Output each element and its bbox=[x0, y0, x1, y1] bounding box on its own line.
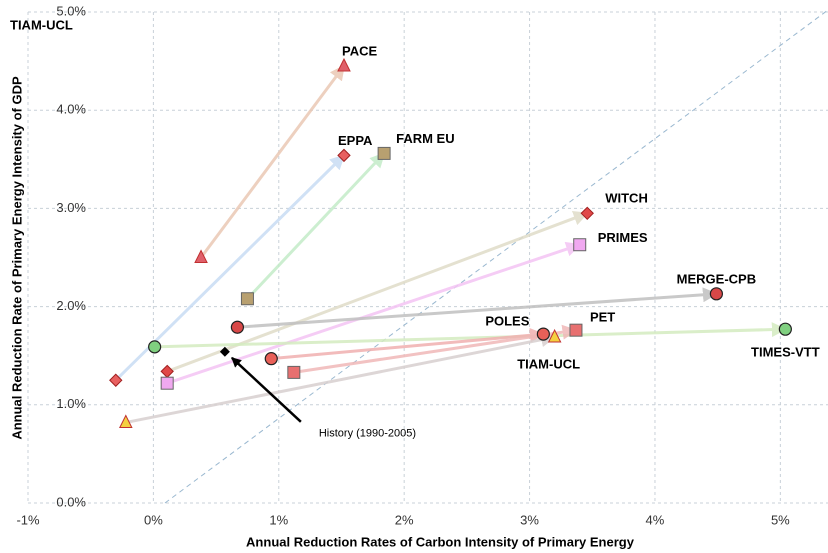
model-label: PRIMES bbox=[598, 230, 648, 245]
model-label: TIMES-VTT bbox=[751, 345, 820, 360]
model-label: POLES bbox=[485, 314, 529, 329]
marker bbox=[377, 146, 391, 160]
marker bbox=[536, 327, 550, 341]
marker bbox=[287, 365, 301, 379]
marker bbox=[337, 148, 351, 163]
annotation: History (1990-2005) bbox=[319, 428, 416, 440]
trajectory-arrow bbox=[293, 324, 578, 374]
x-axis-title: Annual Reduction Rates of Carbon Intensi… bbox=[246, 534, 635, 549]
marker bbox=[547, 328, 562, 343]
x-tick-label: -1% bbox=[16, 512, 40, 527]
trajectory-arrow bbox=[246, 152, 386, 300]
marker bbox=[160, 376, 174, 390]
trajectory-arrow bbox=[271, 327, 545, 361]
corner-label: TIAM-UCL bbox=[10, 17, 73, 32]
x-tick-label: 2% bbox=[395, 512, 414, 527]
y-tick-label: 4.0% bbox=[56, 102, 86, 117]
diagonal-reference bbox=[164, 9, 828, 504]
y-tick-label: 1.0% bbox=[56, 396, 86, 411]
marker bbox=[778, 322, 792, 336]
trajectory-arrow bbox=[154, 322, 787, 349]
x-tick-label: 5% bbox=[771, 512, 790, 527]
y-tick-label: 5.0% bbox=[56, 3, 86, 18]
y-tick-label: 2.0% bbox=[56, 298, 86, 313]
model-label: PET bbox=[590, 310, 615, 325]
trajectory-arrow bbox=[237, 287, 718, 329]
marker bbox=[580, 206, 594, 221]
annotation-arrow bbox=[231, 356, 302, 423]
model-label: WITCH bbox=[605, 191, 648, 206]
model-label: MERGE-CPB bbox=[677, 271, 756, 286]
marker bbox=[194, 249, 208, 263]
model-label: FARM EU bbox=[396, 131, 455, 146]
marker bbox=[709, 287, 724, 301]
x-tick-label: 0% bbox=[144, 512, 163, 527]
model-label: TIAM-UCL bbox=[517, 356, 580, 371]
marker bbox=[230, 320, 245, 334]
marker bbox=[573, 238, 587, 252]
y-axis-title: Annual Reduction Rate of Primary Energy … bbox=[9, 76, 24, 440]
x-tick-label: 3% bbox=[520, 512, 539, 527]
y-tick-label: 0.0% bbox=[56, 494, 86, 509]
marker bbox=[569, 323, 583, 337]
marker bbox=[160, 364, 174, 379]
marker bbox=[118, 414, 133, 428]
history-marker bbox=[219, 346, 230, 357]
model-label: PACE bbox=[342, 43, 377, 58]
model-label: EPPA bbox=[338, 133, 373, 148]
y-tick-label: 3.0% bbox=[56, 200, 86, 215]
marker bbox=[240, 292, 254, 306]
x-tick-label: 4% bbox=[646, 512, 665, 527]
marker bbox=[337, 57, 351, 72]
trajectory-arrow bbox=[199, 64, 346, 259]
marker bbox=[264, 352, 278, 366]
marker bbox=[148, 340, 162, 354]
trajectory-arrow bbox=[125, 332, 557, 424]
x-tick-label: 1% bbox=[269, 512, 288, 527]
marker bbox=[109, 373, 123, 387]
